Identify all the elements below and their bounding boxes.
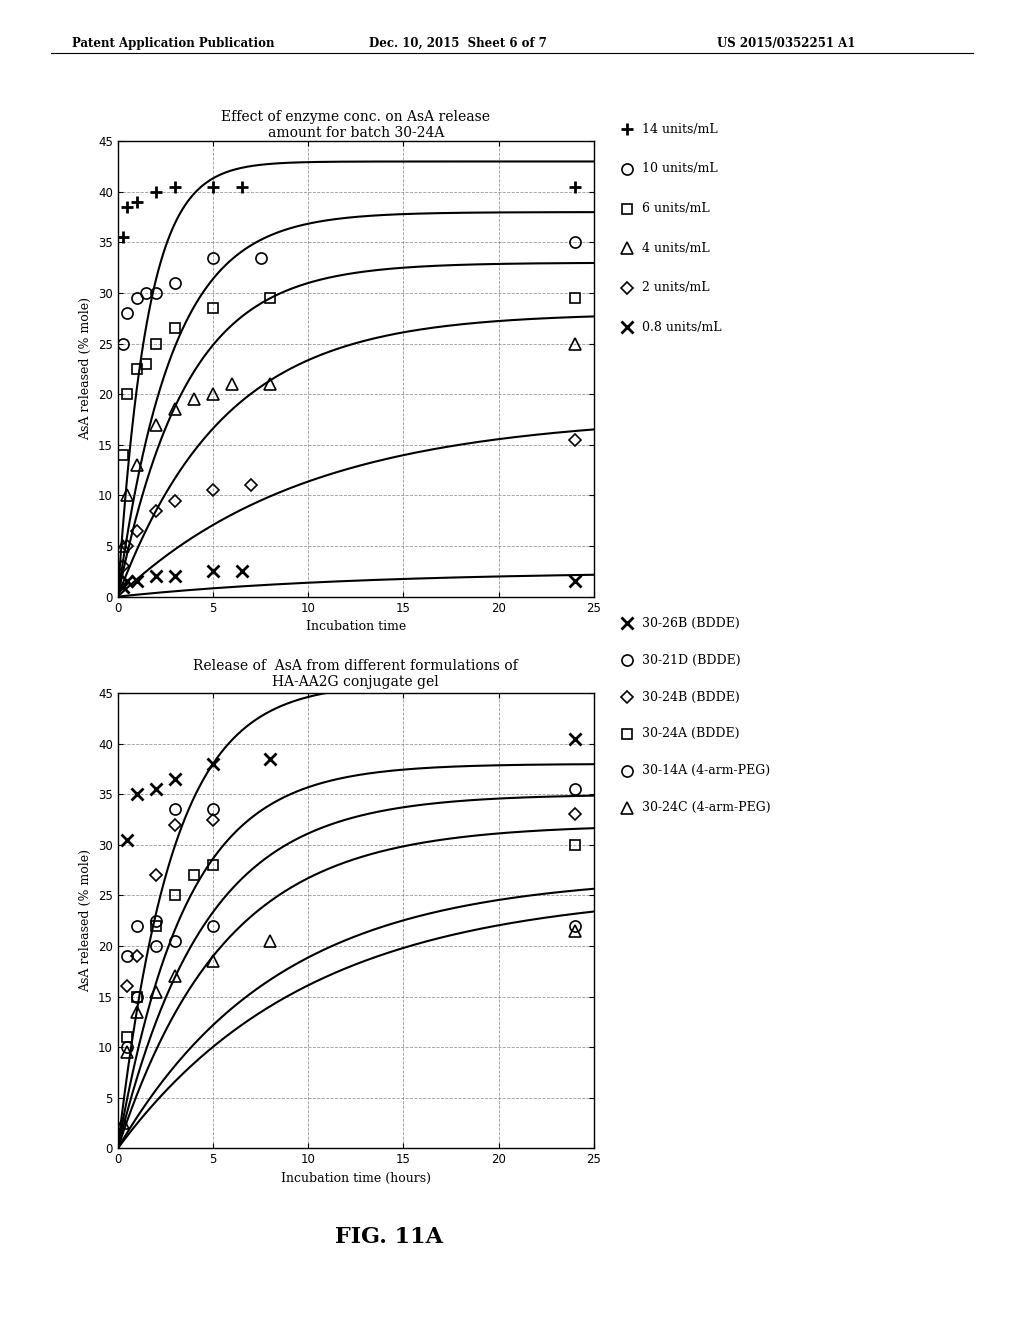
Text: Effect of enzyme conc. on AsA release: Effect of enzyme conc. on AsA release: [221, 110, 490, 124]
Text: 2 units/mL: 2 units/mL: [642, 281, 710, 294]
Text: 30-21D (BDDE): 30-21D (BDDE): [642, 653, 740, 667]
Text: HA-AA2G conjugate gel: HA-AA2G conjugate gel: [272, 675, 439, 689]
Text: 30-26B (BDDE): 30-26B (BDDE): [642, 616, 739, 630]
Text: 30-14A (4-arm-PEG): 30-14A (4-arm-PEG): [642, 764, 770, 777]
Text: 30-24A (BDDE): 30-24A (BDDE): [642, 727, 739, 741]
Text: 4 units/mL: 4 units/mL: [642, 242, 710, 255]
Text: 14 units/mL: 14 units/mL: [642, 123, 718, 136]
Text: Release of  AsA from different formulations of: Release of AsA from different formulatio…: [194, 659, 518, 673]
X-axis label: Incubation time (hours): Incubation time (hours): [281, 1172, 431, 1185]
Text: US 2015/0352251 A1: US 2015/0352251 A1: [717, 37, 855, 50]
Text: Patent Application Publication: Patent Application Publication: [72, 37, 274, 50]
Text: 30-24B (BDDE): 30-24B (BDDE): [642, 690, 739, 704]
Y-axis label: AsA released (% mole): AsA released (% mole): [80, 849, 92, 993]
Y-axis label: AsA released (% mole): AsA released (% mole): [80, 297, 92, 441]
Text: amount for batch 30-24A: amount for batch 30-24A: [267, 125, 444, 140]
Text: Dec. 10, 2015  Sheet 6 of 7: Dec. 10, 2015 Sheet 6 of 7: [369, 37, 547, 50]
Text: 6 units/mL: 6 units/mL: [642, 202, 710, 215]
Text: 30-24C (4-arm-PEG): 30-24C (4-arm-PEG): [642, 801, 771, 814]
Text: 0.8 units/mL: 0.8 units/mL: [642, 321, 722, 334]
Text: 10 units/mL: 10 units/mL: [642, 162, 718, 176]
X-axis label: Incubation time: Incubation time: [306, 620, 406, 634]
Text: FIG. 11A: FIG. 11A: [335, 1226, 443, 1249]
